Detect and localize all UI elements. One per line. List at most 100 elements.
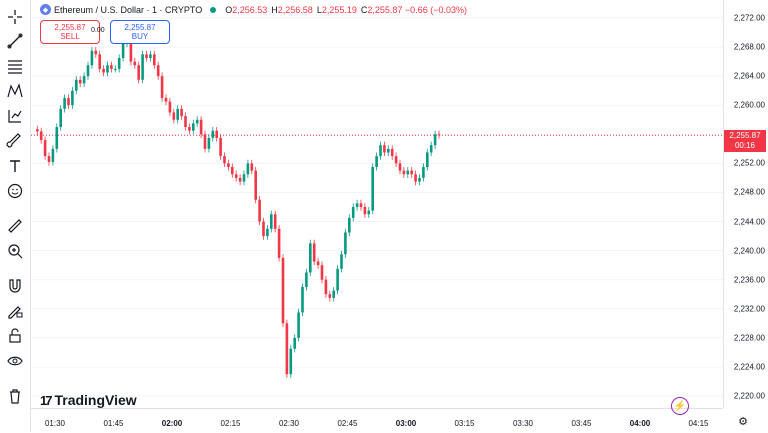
candle-body xyxy=(90,50,94,66)
candle-body xyxy=(262,221,265,237)
candle-body xyxy=(75,79,78,91)
candle-body xyxy=(351,207,355,218)
candle-body xyxy=(332,290,335,298)
sell-button[interactable]: 2,255.87 SELL xyxy=(40,20,100,44)
candle-body xyxy=(297,312,300,338)
forecast-icon[interactable] xyxy=(4,105,26,127)
candle-body xyxy=(39,131,43,141)
trend-line-icon[interactable] xyxy=(4,30,26,52)
time-tick-label: 04:00 xyxy=(629,419,651,428)
candle-body xyxy=(78,79,82,84)
ethereum-icon: ◆ xyxy=(40,4,51,15)
candle-body xyxy=(437,134,441,136)
ruler-icon[interactable] xyxy=(4,215,26,237)
open-key: O xyxy=(225,4,233,15)
candle-body xyxy=(270,214,273,229)
brush-icon[interactable] xyxy=(4,130,26,152)
high-key: H xyxy=(271,4,278,15)
text-icon[interactable] xyxy=(4,155,26,177)
candle-body xyxy=(172,112,176,120)
candle-body xyxy=(383,145,386,153)
market-status-dot xyxy=(210,6,217,13)
candle-body xyxy=(168,101,172,113)
fib-retracement-icon[interactable] xyxy=(4,55,26,77)
candle-body xyxy=(410,170,413,175)
candle-body xyxy=(250,163,254,171)
candle-body xyxy=(145,54,148,58)
time-tick-label: 03:30 xyxy=(512,419,534,428)
candle-body xyxy=(309,243,312,273)
candle-body xyxy=(156,65,160,77)
candle-body xyxy=(149,54,152,58)
candle-body xyxy=(375,156,378,168)
candle-body xyxy=(355,203,359,207)
low-key: L xyxy=(316,4,322,15)
emoji-icon[interactable] xyxy=(4,180,26,202)
candle-body xyxy=(102,68,105,73)
candle-body xyxy=(324,279,328,295)
candle-body xyxy=(363,207,367,215)
price-tick-label: 2,244.00 xyxy=(733,217,765,227)
candle-body xyxy=(51,148,55,162)
candle-body xyxy=(394,156,398,164)
symbol-title[interactable]: Ethereum / U.S. Dollar · 1 · CRYPTO xyxy=(54,4,203,15)
crosshair-icon[interactable] xyxy=(4,6,26,28)
candle-body xyxy=(153,54,156,66)
gear-icon[interactable]: ⚙ xyxy=(738,415,748,428)
candle-body xyxy=(227,163,230,168)
open-value: 2,256.53 xyxy=(232,4,268,15)
zoom-in-icon[interactable] xyxy=(4,240,26,262)
sell-price: 2,255.87 xyxy=(54,23,86,32)
candle-body xyxy=(242,174,246,182)
trash-icon[interactable] xyxy=(4,385,26,407)
low-value: 2,255.19 xyxy=(321,4,357,15)
tradingview-logo[interactable]: 17 TradingView xyxy=(40,392,137,408)
candle-body xyxy=(254,170,257,200)
buy-button[interactable]: 2,255.87 BUY xyxy=(110,20,170,44)
time-axis[interactable]: 01:30 01:45 02:00 02:15 02:30 02:45 03:00 03:15… xyxy=(31,408,723,433)
last-price-label: 2,255.87 00:16 xyxy=(724,130,766,152)
close-value: 2,255.87 −0.66 (−0.03%) xyxy=(367,4,467,15)
candle-body xyxy=(94,50,98,55)
time-tick-label: 03:45 xyxy=(571,419,592,428)
candle-body xyxy=(371,167,374,211)
countdown-timer: 00:16 xyxy=(734,141,756,150)
close-key: C xyxy=(360,4,368,15)
candle-body xyxy=(320,265,324,280)
candle-body xyxy=(188,127,191,131)
lock-icon[interactable] xyxy=(4,325,26,347)
candle-body xyxy=(402,170,406,175)
price-axis[interactable]: 2,272.002,268.002,264.002,260.002,256.00… xyxy=(723,0,768,408)
spread-value: 0.00 xyxy=(91,27,105,34)
lock-drawings-icon[interactable] xyxy=(4,300,26,322)
candle-body xyxy=(305,272,308,287)
time-tick-label: 04:15 xyxy=(688,419,709,428)
pattern-icon[interactable] xyxy=(4,80,26,102)
price-tick-label: 2,220.00 xyxy=(733,391,765,401)
last-price-value: 2,255.87 xyxy=(729,131,761,140)
price-tick-label: 2,252.00 xyxy=(733,158,765,168)
drawing-toolbar xyxy=(0,0,31,432)
candle-body xyxy=(238,177,242,182)
magnet-icon[interactable] xyxy=(4,275,26,297)
candle-body xyxy=(121,43,125,58)
candle-body xyxy=(336,268,339,291)
price-tick-label: 2,272.00 xyxy=(733,13,765,23)
candle-body xyxy=(344,232,347,255)
candle-body xyxy=(176,108,179,120)
lightning-icon[interactable]: ⚡ xyxy=(671,397,689,415)
candle-body xyxy=(184,116,187,128)
price-chart[interactable] xyxy=(31,0,723,408)
candle-body xyxy=(406,170,410,175)
eye-icon[interactable] xyxy=(4,350,26,372)
candle-body xyxy=(328,294,332,298)
candle-body xyxy=(231,167,234,175)
buy-label: BUY xyxy=(131,32,149,41)
buy-price: 2,255.87 xyxy=(124,23,156,32)
candle-body xyxy=(137,65,140,80)
candle-body xyxy=(234,174,238,178)
time-tick-label: 02:00 xyxy=(161,419,183,428)
price-tick-label: 2,228.00 xyxy=(733,333,765,343)
tradingview-logo-icon: 17 xyxy=(40,392,53,408)
candle-body xyxy=(316,261,320,266)
